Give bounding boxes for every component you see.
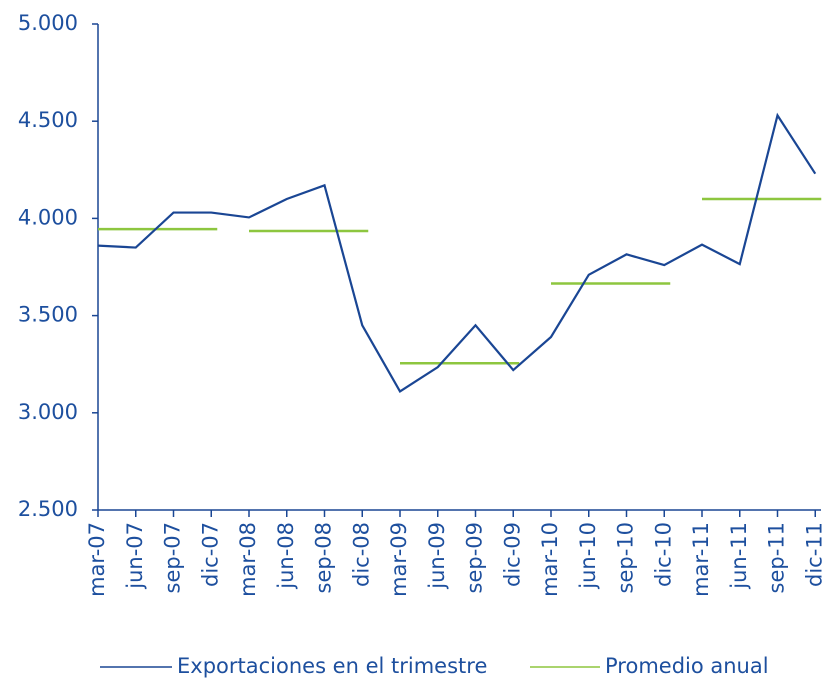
x-tick-label: jun-08 — [274, 522, 298, 590]
x-tick-label: dic-11 — [802, 522, 822, 587]
y-tick-label: 3.000 — [18, 400, 78, 424]
x-tick-label: dic-09 — [500, 522, 524, 587]
x-tick-label: mar-11 — [689, 522, 713, 597]
x-tick-label: jun-09 — [425, 522, 449, 590]
y-tick-label: 5.000 — [18, 11, 78, 35]
series-line — [97, 112, 817, 393]
x-tick-label: dic-08 — [349, 522, 373, 587]
x-tick-label: dic-07 — [198, 522, 222, 587]
legend-label: Exportaciones en el trimestre — [177, 654, 487, 678]
y-tick-label: 4.500 — [18, 108, 78, 132]
y-tick-label: 3.500 — [18, 303, 78, 327]
x-tick-label: jun-10 — [576, 522, 600, 590]
x-tick-label: sep-07 — [161, 522, 185, 594]
y-tick-label: 2.500 — [18, 497, 78, 521]
y-tick-label: 4.000 — [18, 205, 78, 229]
x-tick-label: jun-11 — [727, 522, 751, 590]
x-tick-label: sep-10 — [614, 522, 638, 594]
x-tick-label: mar-10 — [538, 522, 562, 597]
x-tick-label: mar-09 — [387, 522, 411, 597]
x-tick-label: mar-08 — [236, 522, 260, 597]
x-tick-label: dic-10 — [651, 522, 675, 587]
x-tick-label: jun-07 — [123, 522, 147, 590]
x-tick-label: sep-11 — [765, 522, 789, 594]
x-tick-label: sep-08 — [312, 522, 336, 594]
legend-label: Promedio anual — [605, 654, 769, 678]
x-tick-label: mar-07 — [85, 522, 109, 597]
x-tick-label: sep-09 — [463, 522, 487, 594]
